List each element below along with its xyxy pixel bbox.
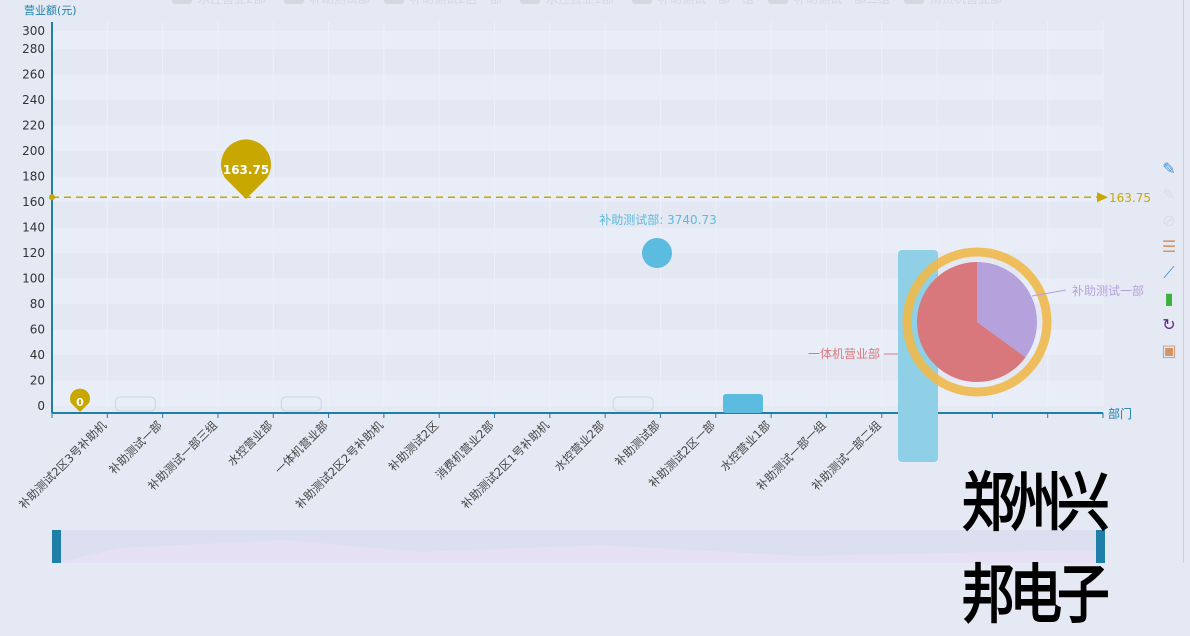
watermark: 郑州兴邦电子 [962, 467, 1110, 633]
x-tick-label: 补助测试部 [612, 418, 663, 469]
right-border [1183, 0, 1184, 563]
grid-band [52, 31, 1103, 49]
y-tick-label: 280 [22, 42, 45, 56]
y-tick-label: 160 [22, 195, 45, 209]
legend-item: 补助测试一部一组 [658, 0, 754, 6]
legend-swatch [520, 0, 540, 4]
legend-swatch [768, 0, 788, 4]
legend-swatch [904, 0, 924, 4]
y-axis-label: 营业额(元) [24, 3, 77, 17]
data-view-icon[interactable]: ☰ [1161, 237, 1177, 256]
mark-point-max [221, 139, 271, 199]
mark-point-label: 163.75 [223, 163, 269, 177]
x-tick-label: 一体机营业部 [272, 418, 331, 477]
refresh-icon[interactable]: ↻ [1162, 315, 1176, 334]
chart: 水控营业2部补助测试部补助测试2区一部水控营业1部补助测试一部一组补助测试一部二… [16, 0, 1151, 563]
average-line-label: 163.75 [1109, 191, 1151, 205]
bar-chart-icon[interactable]: ▮ [1164, 289, 1174, 308]
y-tick-label: 300 [22, 24, 45, 38]
y-tick-label: 180 [22, 170, 45, 184]
legend-item: 水控营业2部 [198, 0, 266, 6]
x-tick-label: 水控营业部 [225, 418, 276, 469]
y-tick-label: 40 [30, 348, 45, 362]
x-tick-label: 补助测试2区 [386, 418, 442, 474]
average-line-start [49, 194, 55, 201]
x-tick-label: 补助测试2区3号补助机 [16, 418, 110, 512]
scatter-point [642, 238, 672, 268]
pie-label-line [1031, 289, 1067, 297]
bar-outline [280, 396, 322, 412]
bar [723, 394, 763, 413]
grid-band [52, 176, 1103, 202]
y-tick-label: 220 [22, 119, 45, 133]
y-tick-label: 120 [22, 246, 45, 260]
toolbox: ✎ ✎ ⊘ ☰ ⟋ ▮ ↻ ▣ [1160, 160, 1180, 368]
x-tick-label: 水控营业2部 [552, 418, 608, 474]
eraser-icon[interactable]: ✎ [1162, 185, 1176, 204]
data-zoom-handle-right[interactable] [1096, 530, 1105, 563]
mark-point-label: 0 [76, 396, 84, 409]
pie-label: 补助测试一部 [1072, 283, 1144, 298]
scatter-label: 补助测试部: 3740.73 [599, 212, 716, 227]
y-tick-label: 0 [37, 399, 45, 413]
y-tick-label: 100 [22, 272, 45, 286]
x-tick-label: 水控营业1部 [717, 418, 773, 474]
grid-band [52, 227, 1103, 253]
pie-label: 一体机营业部 [808, 346, 880, 361]
pie-ring [902, 247, 1052, 397]
legend-item: 补助测试2区一部 [410, 0, 502, 6]
legend-swatch [284, 0, 304, 4]
pie-slice [977, 262, 1037, 358]
save-icon[interactable]: ▣ [1161, 341, 1177, 360]
legend-item: 消费机营业部 [930, 0, 1002, 6]
legend-swatch [632, 0, 652, 4]
bar-outline [612, 396, 654, 412]
line-chart-icon[interactable]: ⟋ [1163, 263, 1175, 282]
legend-item: 水控营业1部 [546, 0, 614, 6]
grid-band [52, 74, 1103, 100]
data-zoom-preview [56, 540, 1100, 563]
pie-slice [917, 262, 1026, 382]
average-line-arrow [1097, 192, 1108, 203]
grid-band [52, 151, 1103, 177]
legend-swatch [172, 0, 192, 4]
x-tick-label: 补助测试一部 [106, 418, 165, 477]
y-tick-label: 80 [30, 297, 45, 311]
mark-point-min [70, 388, 90, 412]
grid-band [52, 125, 1103, 151]
y-tick-label: 20 [30, 374, 45, 388]
y-tick-label: 260 [22, 68, 45, 82]
grid-band [52, 49, 1103, 75]
x-axis-label: 部门 [1108, 406, 1132, 421]
clear-icon[interactable]: ⊘ [1162, 211, 1176, 230]
legend-swatch [384, 0, 404, 4]
y-tick-label: 60 [30, 323, 45, 337]
legend-item: 补助测试部 [310, 0, 370, 6]
grid-band [52, 202, 1103, 228]
pencil-icon[interactable]: ✎ [1162, 159, 1176, 178]
grid-band [52, 100, 1103, 126]
y-tick-label: 140 [22, 221, 45, 235]
legend-item: 补助测试一部二组 [794, 0, 890, 6]
bar-outline [114, 396, 156, 412]
y-tick-label: 240 [22, 93, 45, 107]
y-tick-label: 200 [22, 144, 45, 158]
data-zoom-handle-left[interactable] [52, 530, 61, 563]
